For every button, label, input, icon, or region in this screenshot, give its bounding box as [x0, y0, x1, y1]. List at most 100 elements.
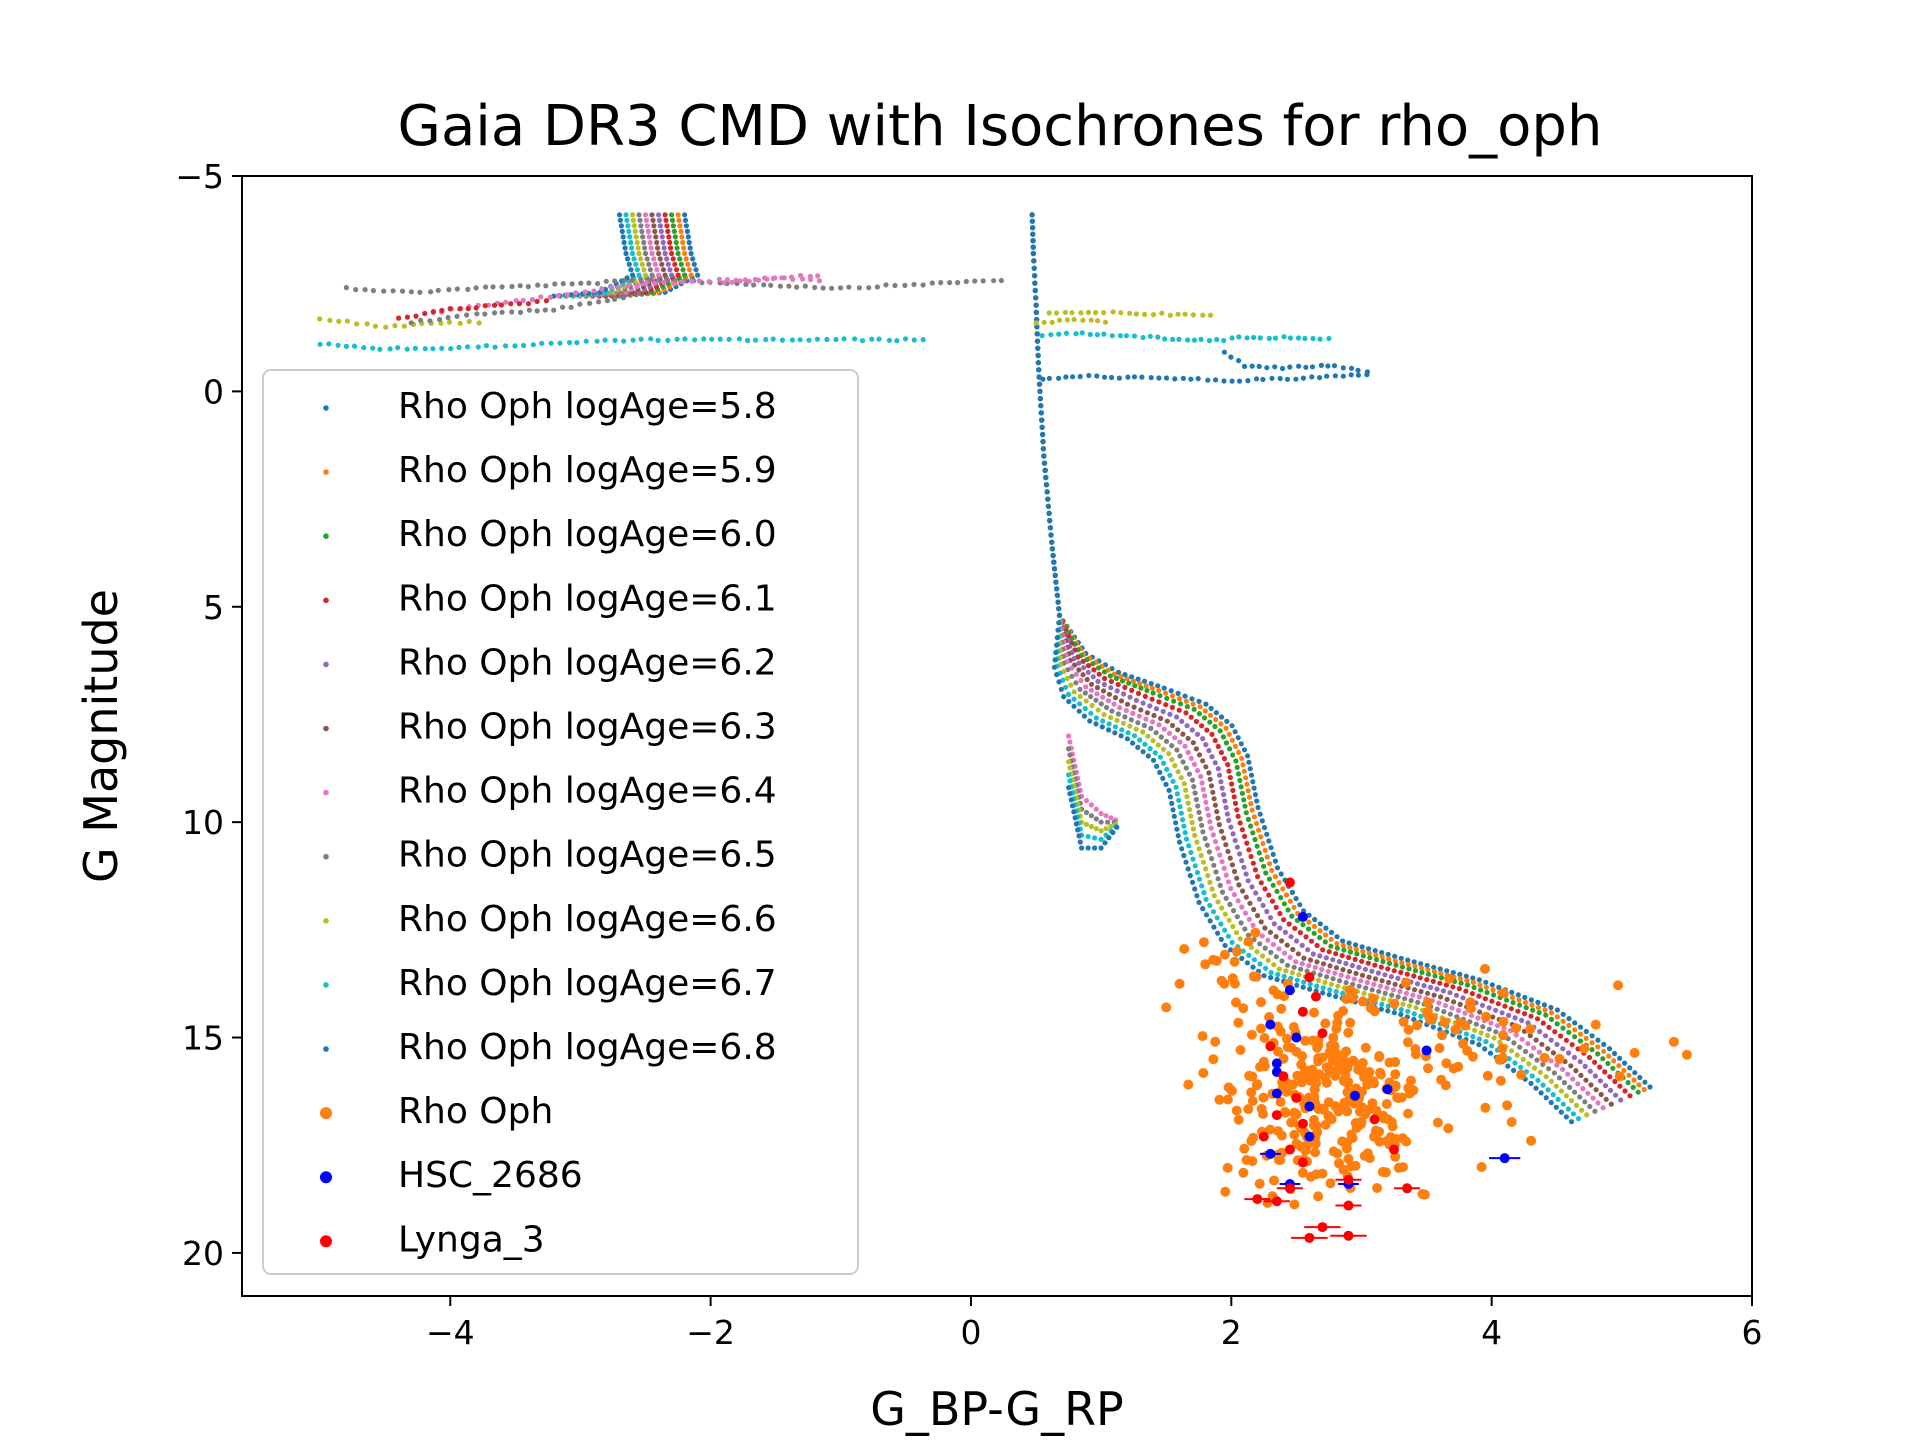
isochrone-point: [1528, 1080, 1534, 1086]
isochrone-point: [706, 279, 712, 285]
isochrone-point: [582, 289, 588, 295]
isochrone-point: [678, 261, 684, 267]
isochrone-point: [1625, 1080, 1631, 1086]
isochrone-point: [1403, 990, 1409, 996]
isochrone-point: [1085, 833, 1091, 840]
isochrone-point: [1034, 338, 1041, 344]
rho-oph-point: [1309, 1114, 1319, 1125]
rho-oph-point: [1375, 1067, 1386, 1078]
isochrone-point: [1234, 844, 1240, 850]
rho-oph-point: [1208, 1054, 1219, 1065]
isochrone-point: [947, 280, 953, 286]
isochrone-point: [1476, 1036, 1482, 1042]
isochrone-point: [1100, 694, 1106, 700]
isochrone-point: [1183, 698, 1189, 704]
isochrone-point: [1213, 710, 1219, 716]
isochrone-point: [1393, 962, 1399, 968]
isochrone-point: [1202, 793, 1208, 799]
isochrone-point: [1537, 1028, 1543, 1035]
isochrone-point: [1262, 925, 1268, 931]
isochrone-point: [1338, 972, 1344, 978]
isochrone-point: [1032, 280, 1038, 286]
isochrone-point: [1145, 733, 1151, 739]
isochrone-point: [972, 278, 978, 284]
isochrone-point: [1262, 945, 1268, 951]
isochrone-point: [1258, 857, 1265, 863]
isochrone-point: [1119, 678, 1126, 684]
isochrone-point: [1585, 1090, 1591, 1096]
isochrone-point: [1148, 375, 1154, 381]
isochrone-point: [998, 277, 1005, 284]
isochrone-point: [1185, 337, 1191, 343]
isochrone-point: [1131, 704, 1137, 710]
isochrone-point: [456, 344, 462, 350]
isochrone-point: [474, 311, 480, 317]
rho-oph-point: [1273, 1046, 1284, 1057]
isochrone-point: [1520, 1056, 1526, 1062]
isochrone-point: [1169, 757, 1175, 763]
rho-oph-point: [1231, 997, 1241, 1008]
isochrone-point: [1589, 1040, 1595, 1046]
isochrone-point: [653, 234, 659, 240]
isochrone-point: [1118, 673, 1124, 680]
isochrone-point: [1208, 825, 1214, 831]
rho-oph-point: [1320, 1018, 1331, 1029]
isochrone-point: [1177, 804, 1183, 810]
isochrone-point: [616, 284, 622, 290]
rho-oph-point: [1495, 1075, 1506, 1086]
rho-oph-point: [1371, 1105, 1382, 1116]
isochrone-point: [437, 316, 443, 323]
isochrone-point: [1268, 845, 1274, 851]
isochrone-point: [1251, 957, 1257, 963]
isochrone-point: [1493, 1029, 1499, 1035]
isochrone-point: [1200, 859, 1206, 865]
isochrone-point: [1311, 930, 1317, 936]
isochrone-point: [1314, 959, 1320, 965]
isochrone-point: [1522, 1048, 1529, 1055]
isochrone-point: [1087, 331, 1093, 338]
isochrone-point: [838, 285, 844, 291]
isochrone-point: [439, 307, 445, 314]
isochrone-point: [1172, 763, 1178, 769]
isochrone-point: [353, 287, 359, 293]
isochrone-point: [1135, 690, 1142, 697]
isochrone-point: [427, 318, 433, 324]
isochrone-point: [1212, 802, 1218, 808]
isochrone-point: [1220, 792, 1227, 798]
isochrone-point: [1561, 1080, 1568, 1086]
isochrone-point: [1320, 985, 1326, 991]
isochrone-point: [1193, 746, 1199, 752]
isochrone-point: [1039, 424, 1045, 430]
isochrone-point: [1050, 552, 1056, 559]
isochrone-point: [612, 278, 618, 284]
isochrone-point: [660, 239, 666, 246]
isochrone-point: [1231, 794, 1237, 800]
isochrone-point: [1595, 1051, 1601, 1057]
isochrone-point: [525, 284, 531, 290]
lynga-3-point: [1343, 1200, 1354, 1211]
isochrone-point: [1584, 1112, 1590, 1118]
lynga-3-point: [1297, 1118, 1308, 1129]
legend-entry: Rho Oph logAge=5.8: [323, 386, 777, 427]
rho-oph-point: [1309, 1007, 1320, 1018]
isochrone-point: [1325, 968, 1331, 974]
isochrone-point: [761, 282, 767, 288]
rho-oph-point: [1275, 1026, 1286, 1037]
isochrone-point: [1244, 960, 1250, 966]
isochrone-point: [1162, 336, 1168, 342]
isochrone-point: [1298, 966, 1304, 972]
isochrone-point: [1610, 1065, 1616, 1071]
isochrone-point: [1456, 986, 1462, 992]
isochrone-point: [1096, 671, 1102, 677]
isochrone-point: [1176, 797, 1182, 803]
isochrone-point: [681, 245, 687, 251]
isochrone-point: [1150, 757, 1157, 763]
rho-oph-point: [1389, 998, 1400, 1009]
isochrone-point: [1418, 965, 1424, 971]
isochrone-point: [1479, 1002, 1486, 1008]
isochrone-point: [808, 276, 814, 283]
isochrone-point: [1209, 731, 1215, 738]
isochrone-point: [1066, 698, 1072, 705]
isochrone-point: [1586, 1054, 1593, 1061]
isochrone-point: [612, 296, 618, 302]
